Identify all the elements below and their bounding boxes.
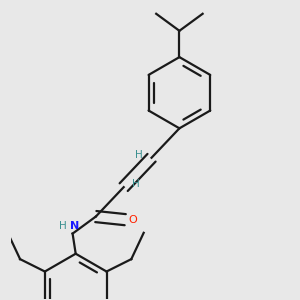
Text: H: H (59, 221, 67, 231)
Text: N: N (70, 221, 80, 231)
Text: O: O (129, 215, 137, 225)
Text: H: H (132, 179, 140, 189)
Text: H: H (135, 150, 143, 160)
